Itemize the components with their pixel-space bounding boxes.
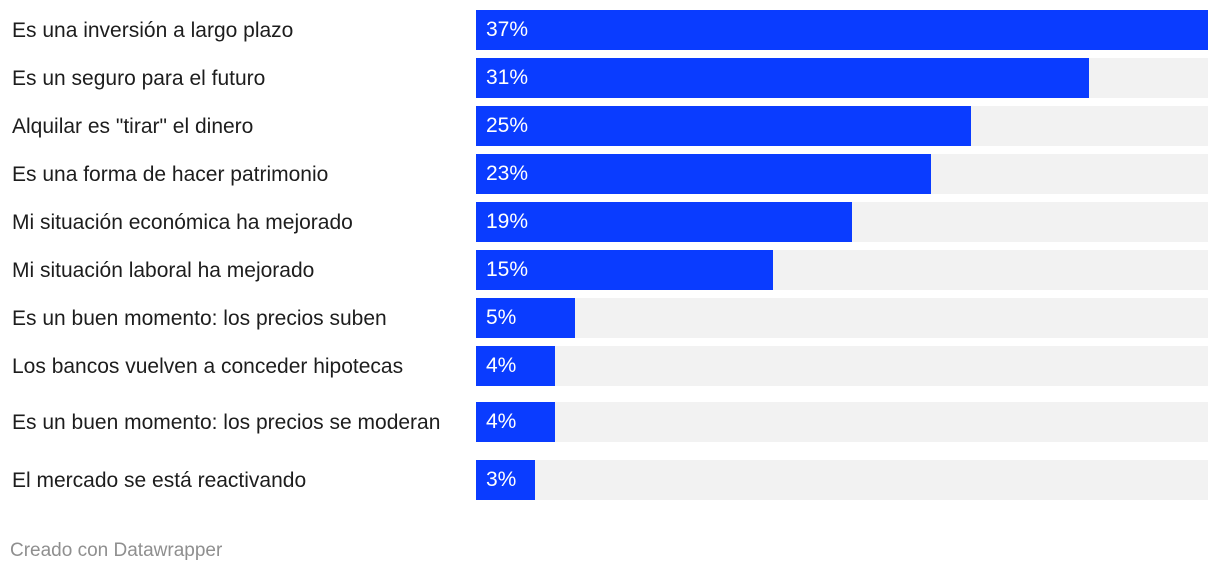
bar-track: 3% bbox=[476, 460, 1208, 500]
bar bbox=[476, 10, 1208, 50]
bar-chart: Es una inversión a largo plazo 37% Es un s… bbox=[0, 10, 1220, 500]
category-label: Es un buen momento: los precios se moder… bbox=[12, 410, 441, 434]
bar bbox=[476, 402, 555, 442]
bar-track: 4% bbox=[476, 346, 1208, 386]
bar-track: 4% bbox=[476, 402, 1208, 442]
bar bbox=[476, 250, 773, 290]
credit-text: Creado con Datawrapper bbox=[10, 540, 223, 561]
category-label: Es un buen momento: los precios suben bbox=[12, 306, 387, 330]
bar-row: Es un buen momento: los precios suben 5% bbox=[0, 298, 1220, 338]
category-label: Alquilar es "tirar" el dinero bbox=[12, 114, 254, 138]
value-label: 5% bbox=[486, 306, 517, 329]
bar-row: Los bancos vuelven a conceder hipotecas 4… bbox=[0, 346, 1220, 386]
bar-track: 19% bbox=[476, 202, 1208, 242]
bar-row: Mi situación laboral ha mejorado 15% bbox=[0, 250, 1220, 290]
category-label: Es una forma de hacer patrimonio bbox=[12, 162, 329, 186]
bar-track: 23% bbox=[476, 154, 1208, 194]
bar-track: 5% bbox=[476, 298, 1208, 338]
category-label: Mi situación laboral ha mejorado bbox=[12, 258, 315, 282]
value-label: 31% bbox=[486, 66, 529, 89]
value-label: 4% bbox=[486, 410, 517, 433]
category-label: Mi situación económica ha mejorado bbox=[12, 210, 353, 234]
bar bbox=[476, 460, 535, 500]
bar bbox=[476, 106, 971, 146]
bar-track: 15% bbox=[476, 250, 1208, 290]
bar-row: Es un seguro para el futuro 31% bbox=[0, 58, 1220, 98]
value-label: 19% bbox=[486, 210, 529, 233]
bar-row: Alquilar es "tirar" el dinero 25% bbox=[0, 106, 1220, 146]
bar-row: Es un buen momento: los precios se moder… bbox=[0, 394, 1220, 450]
bar-track: 37% bbox=[476, 10, 1208, 50]
bar-track: 31% bbox=[476, 58, 1208, 98]
value-label: 3% bbox=[486, 468, 517, 491]
value-label: 25% bbox=[486, 114, 529, 137]
category-label: Los bancos vuelven a conceder hipotecas bbox=[12, 354, 404, 378]
value-label: 15% bbox=[486, 258, 529, 281]
value-label: 23% bbox=[486, 162, 529, 185]
bar-track: 25% bbox=[476, 106, 1208, 146]
value-label: 4% bbox=[486, 354, 517, 377]
bar-row: Es una forma de hacer patrimonio 23% bbox=[0, 154, 1220, 194]
category-label: Es un seguro para el futuro bbox=[12, 66, 266, 90]
bar bbox=[476, 298, 575, 338]
bar-row: Es una inversión a largo plazo 37% bbox=[0, 10, 1220, 50]
bar bbox=[476, 346, 555, 386]
bar bbox=[476, 58, 1089, 98]
category-label: El mercado se está reactivando bbox=[12, 468, 307, 492]
value-label: 37% bbox=[486, 18, 529, 41]
bar bbox=[476, 202, 852, 242]
bar-row: El mercado se está reactivando 3% bbox=[0, 460, 1220, 500]
category-label: Es una inversión a largo plazo bbox=[12, 18, 294, 42]
bar bbox=[476, 154, 931, 194]
bar-row: Mi situación económica ha mejorado 19% bbox=[0, 202, 1220, 242]
